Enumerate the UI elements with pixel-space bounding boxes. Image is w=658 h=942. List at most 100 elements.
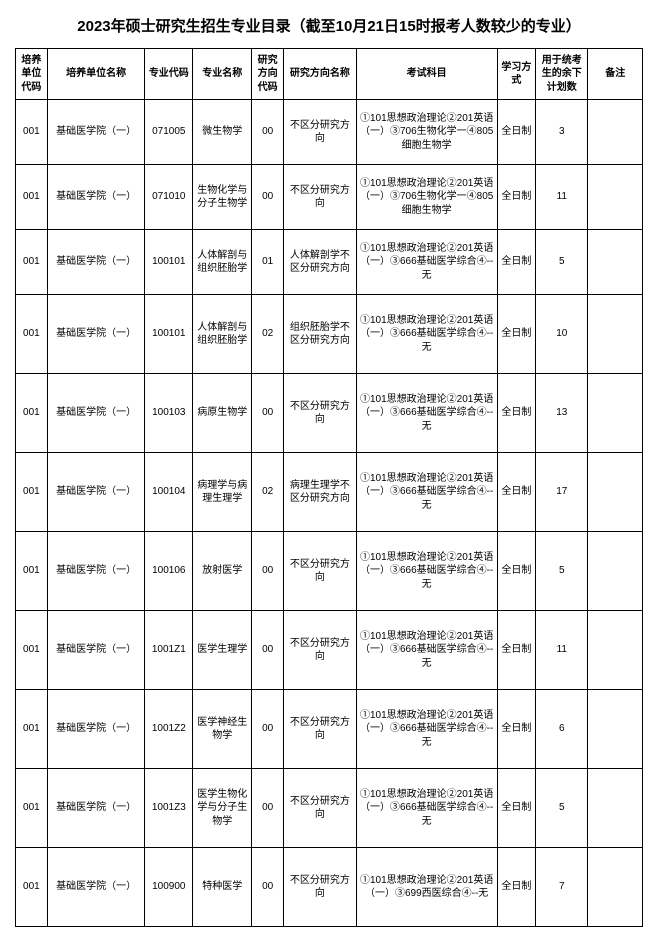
table-row: 001基础医学院（一）100104病理学与病理生理学02病理生理学不区分研究方向… [16, 453, 643, 532]
cell: 1001Z3 [145, 769, 193, 848]
cell: 基础医学院（一） [47, 453, 145, 532]
cell: 17 [536, 453, 588, 532]
cell: 全日制 [497, 532, 536, 611]
cell: 病理学与病理生理学 [193, 453, 252, 532]
cell: 100900 [145, 848, 193, 927]
cell: ①101思想政治理论②201英语（一）③666基础医学综合④--无 [356, 453, 497, 532]
cell: 6 [536, 690, 588, 769]
cell: 001 [16, 230, 48, 295]
cell: 放射医学 [193, 532, 252, 611]
cell: 不区分研究方向 [284, 532, 357, 611]
cell: ①101思想政治理论②201英语（一）③706生物化学一④805细胞生物学 [356, 100, 497, 165]
cell: 不区分研究方向 [284, 165, 357, 230]
cell: 001 [16, 611, 48, 690]
cell: ①101思想政治理论②201英语（一）③666基础医学综合④--无 [356, 690, 497, 769]
cell: ①101思想政治理论②201英语（一）③666基础医学综合④--无 [356, 295, 497, 374]
cell: 3 [536, 100, 588, 165]
cell [588, 295, 643, 374]
cell: 全日制 [497, 848, 536, 927]
cell: ①101思想政治理论②201英语（一）③666基础医学综合④--无 [356, 769, 497, 848]
cell: 5 [536, 532, 588, 611]
cell: 基础医学院（一） [47, 769, 145, 848]
col-header-7: 学习方式 [497, 49, 536, 100]
cell: 全日制 [497, 165, 536, 230]
cell: 基础医学院（一） [47, 230, 145, 295]
cell [588, 848, 643, 927]
table-row: 001基础医学院（一）100101人体解剖与组织胚胎学02组织胚胎学不区分研究方… [16, 295, 643, 374]
page-title: 2023年硕士研究生招生专业目录（截至10月21日15时报考人数较少的专业） [15, 15, 643, 36]
cell: 人体解剖与组织胚胎学 [193, 230, 252, 295]
cell: ①101思想政治理论②201英语（一）③666基础医学综合④--无 [356, 374, 497, 453]
cell: 基础医学院（一） [47, 848, 145, 927]
cell: 全日制 [497, 295, 536, 374]
cell [588, 453, 643, 532]
cell: 001 [16, 374, 48, 453]
cell [588, 100, 643, 165]
cell: 病理生理学不区分研究方向 [284, 453, 357, 532]
cell: 医学生理学 [193, 611, 252, 690]
cell [588, 230, 643, 295]
cell: 00 [252, 532, 284, 611]
cell [588, 611, 643, 690]
cell: 001 [16, 453, 48, 532]
table-row: 001基础医学院（一）100900特种医学00不区分研究方向①101思想政治理论… [16, 848, 643, 927]
cell: 全日制 [497, 769, 536, 848]
cell: 00 [252, 769, 284, 848]
cell: 组织胚胎学不区分研究方向 [284, 295, 357, 374]
cell: 基础医学院（一） [47, 100, 145, 165]
cell: 医学神经生物学 [193, 690, 252, 769]
cell: 基础医学院（一） [47, 295, 145, 374]
cell: 全日制 [497, 453, 536, 532]
table-row: 001基础医学院（一）100103病原生物学00不区分研究方向①101思想政治理… [16, 374, 643, 453]
cell: 不区分研究方向 [284, 769, 357, 848]
cell: 基础医学院（一） [47, 690, 145, 769]
cell: 00 [252, 690, 284, 769]
cell: 00 [252, 611, 284, 690]
majors-table: 培养单位代码培养单位名称专业代码专业名称研究方向代码研究方向名称考试科目学习方式… [15, 48, 643, 927]
cell: 13 [536, 374, 588, 453]
cell: 不区分研究方向 [284, 848, 357, 927]
cell: 特种医学 [193, 848, 252, 927]
col-header-3: 专业名称 [193, 49, 252, 100]
cell: 10 [536, 295, 588, 374]
cell: 1001Z1 [145, 611, 193, 690]
cell: ①101思想政治理论②201英语（一）③666基础医学综合④--无 [356, 230, 497, 295]
cell: 生物化学与分子生物学 [193, 165, 252, 230]
cell: 00 [252, 374, 284, 453]
cell: 微生物学 [193, 100, 252, 165]
cell: ①101思想政治理论②201英语（一）③666基础医学综合④--无 [356, 532, 497, 611]
cell [588, 690, 643, 769]
table-row: 001基础医学院（一）071005微生物学00不区分研究方向①101思想政治理论… [16, 100, 643, 165]
cell: 071010 [145, 165, 193, 230]
table-row: 001基础医学院（一）1001Z1医学生理学00不区分研究方向①101思想政治理… [16, 611, 643, 690]
col-header-1: 培养单位名称 [47, 49, 145, 100]
cell: 100106 [145, 532, 193, 611]
cell: 全日制 [497, 690, 536, 769]
table-header: 培养单位代码培养单位名称专业代码专业名称研究方向代码研究方向名称考试科目学习方式… [16, 49, 643, 100]
cell: 100103 [145, 374, 193, 453]
cell: 01 [252, 230, 284, 295]
cell: 不区分研究方向 [284, 100, 357, 165]
cell: 不区分研究方向 [284, 611, 357, 690]
cell: 00 [252, 848, 284, 927]
cell: ①101思想政治理论②201英语（一）③699西医综合④--无 [356, 848, 497, 927]
cell: 071005 [145, 100, 193, 165]
cell: 001 [16, 295, 48, 374]
cell: 001 [16, 848, 48, 927]
cell: 1001Z2 [145, 690, 193, 769]
cell: 人体解剖与组织胚胎学 [193, 295, 252, 374]
cell: 001 [16, 690, 48, 769]
cell: ①101思想政治理论②201英语（一）③706生物化学一④805细胞生物学 [356, 165, 497, 230]
table-body: 001基础医学院（一）071005微生物学00不区分研究方向①101思想政治理论… [16, 100, 643, 927]
cell [588, 165, 643, 230]
table-row: 001基础医学院（一）100106放射医学00不区分研究方向①101思想政治理论… [16, 532, 643, 611]
cell: 001 [16, 769, 48, 848]
cell: 7 [536, 848, 588, 927]
cell: 基础医学院（一） [47, 532, 145, 611]
cell: 医学生物化学与分子生物学 [193, 769, 252, 848]
cell: 5 [536, 769, 588, 848]
table-row: 001基础医学院（一）1001Z3医学生物化学与分子生物学00不区分研究方向①1… [16, 769, 643, 848]
col-header-5: 研究方向名称 [284, 49, 357, 100]
cell: 基础医学院（一） [47, 165, 145, 230]
cell: 5 [536, 230, 588, 295]
